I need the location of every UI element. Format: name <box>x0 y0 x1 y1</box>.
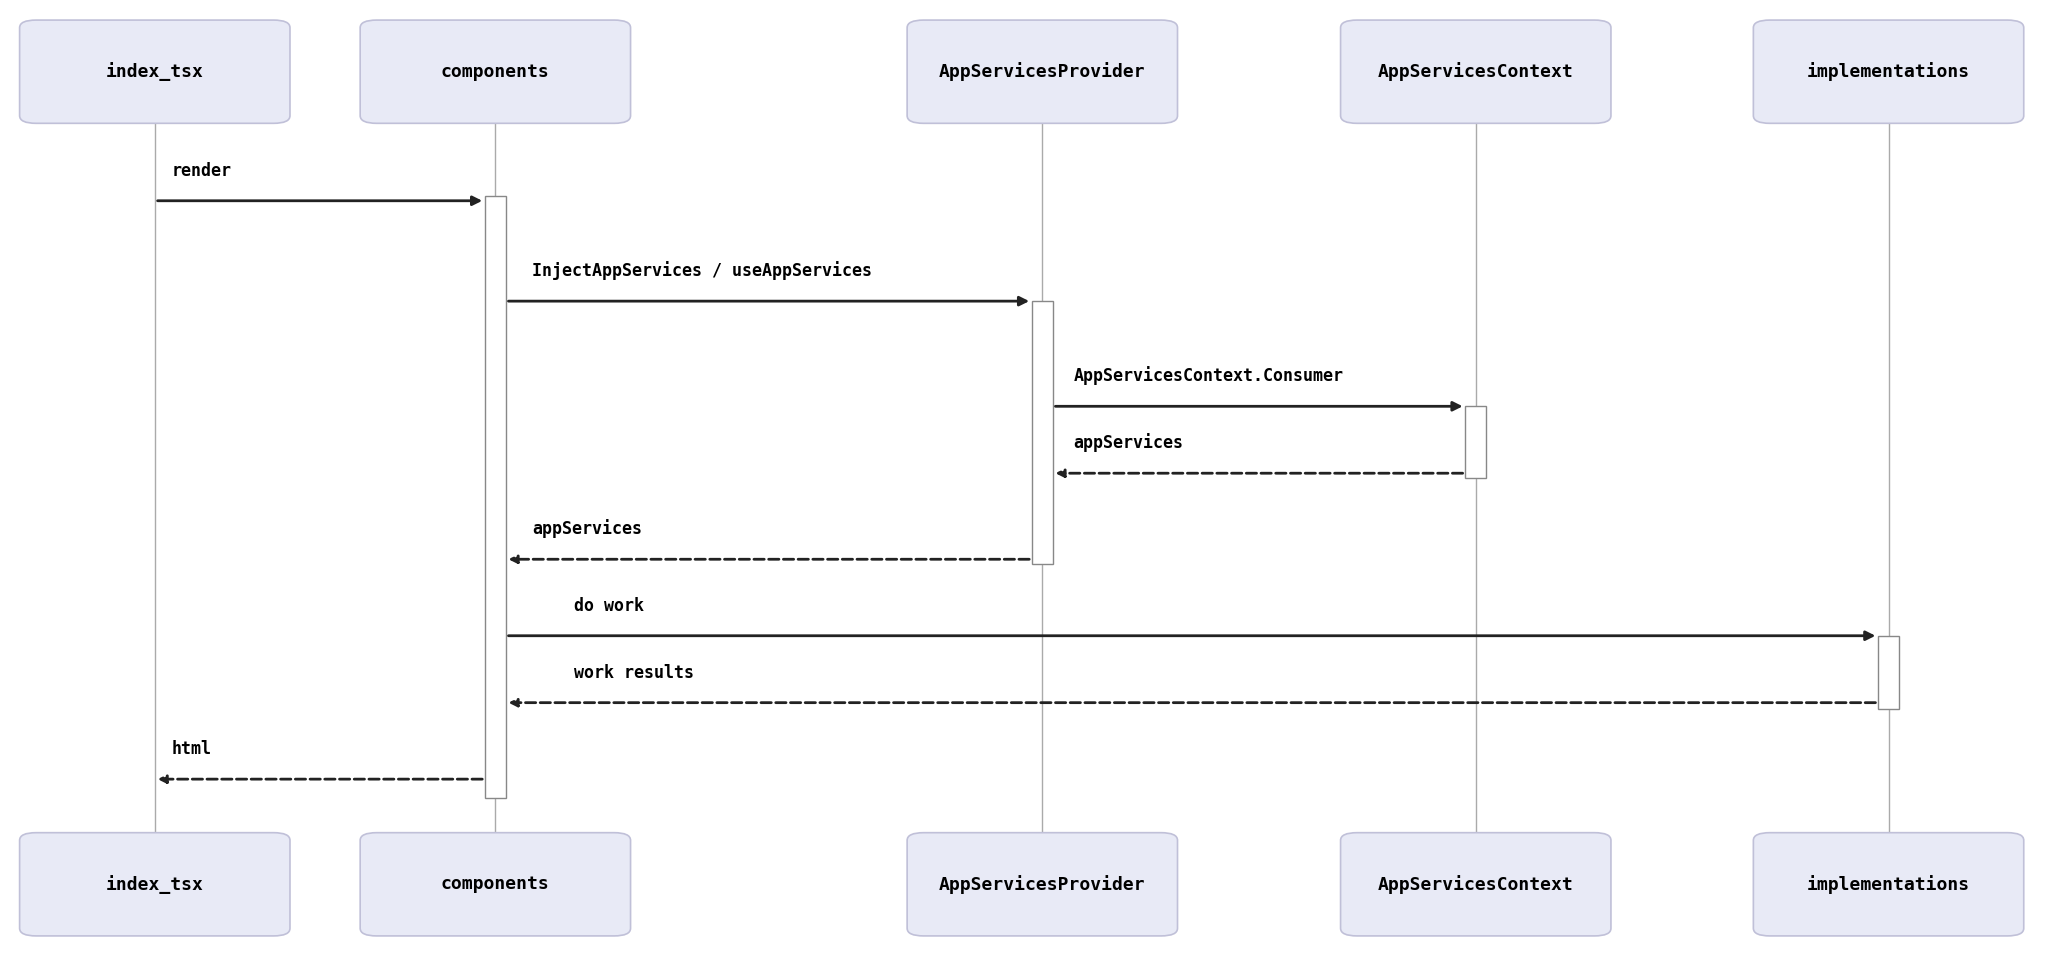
Text: AppServicesContext: AppServicesContext <box>1379 62 1573 81</box>
FancyBboxPatch shape <box>19 20 289 123</box>
Text: AppServicesContext.Consumer: AppServicesContext.Consumer <box>1073 366 1344 385</box>
Text: appServices: appServices <box>1073 433 1183 452</box>
FancyBboxPatch shape <box>359 20 632 123</box>
Bar <box>1878 636 1899 709</box>
Bar <box>1465 406 1486 478</box>
FancyBboxPatch shape <box>359 833 632 936</box>
Text: implementations: implementations <box>1806 62 1971 81</box>
Text: appServices: appServices <box>533 519 642 538</box>
Bar <box>485 196 506 798</box>
Text: InjectAppServices / useAppServices: InjectAppServices / useAppServices <box>533 261 871 280</box>
Text: components: components <box>442 876 549 893</box>
Text: render: render <box>171 162 231 180</box>
Text: do work: do work <box>574 597 644 615</box>
Text: AppServicesContext: AppServicesContext <box>1379 875 1573 894</box>
Text: AppServicesProvider: AppServicesProvider <box>939 875 1146 894</box>
Text: html: html <box>171 740 211 758</box>
Text: work results: work results <box>574 663 694 682</box>
Text: AppServicesProvider: AppServicesProvider <box>939 62 1146 81</box>
FancyBboxPatch shape <box>908 833 1176 936</box>
FancyBboxPatch shape <box>908 20 1176 123</box>
FancyBboxPatch shape <box>19 833 289 936</box>
FancyBboxPatch shape <box>1754 833 2023 936</box>
Bar <box>1032 301 1053 564</box>
Text: index_tsx: index_tsx <box>105 875 204 894</box>
Text: index_tsx: index_tsx <box>105 62 204 81</box>
Text: implementations: implementations <box>1806 875 1971 894</box>
Text: components: components <box>442 63 549 80</box>
FancyBboxPatch shape <box>1754 20 2023 123</box>
FancyBboxPatch shape <box>1342 833 1610 936</box>
FancyBboxPatch shape <box>1342 20 1610 123</box>
